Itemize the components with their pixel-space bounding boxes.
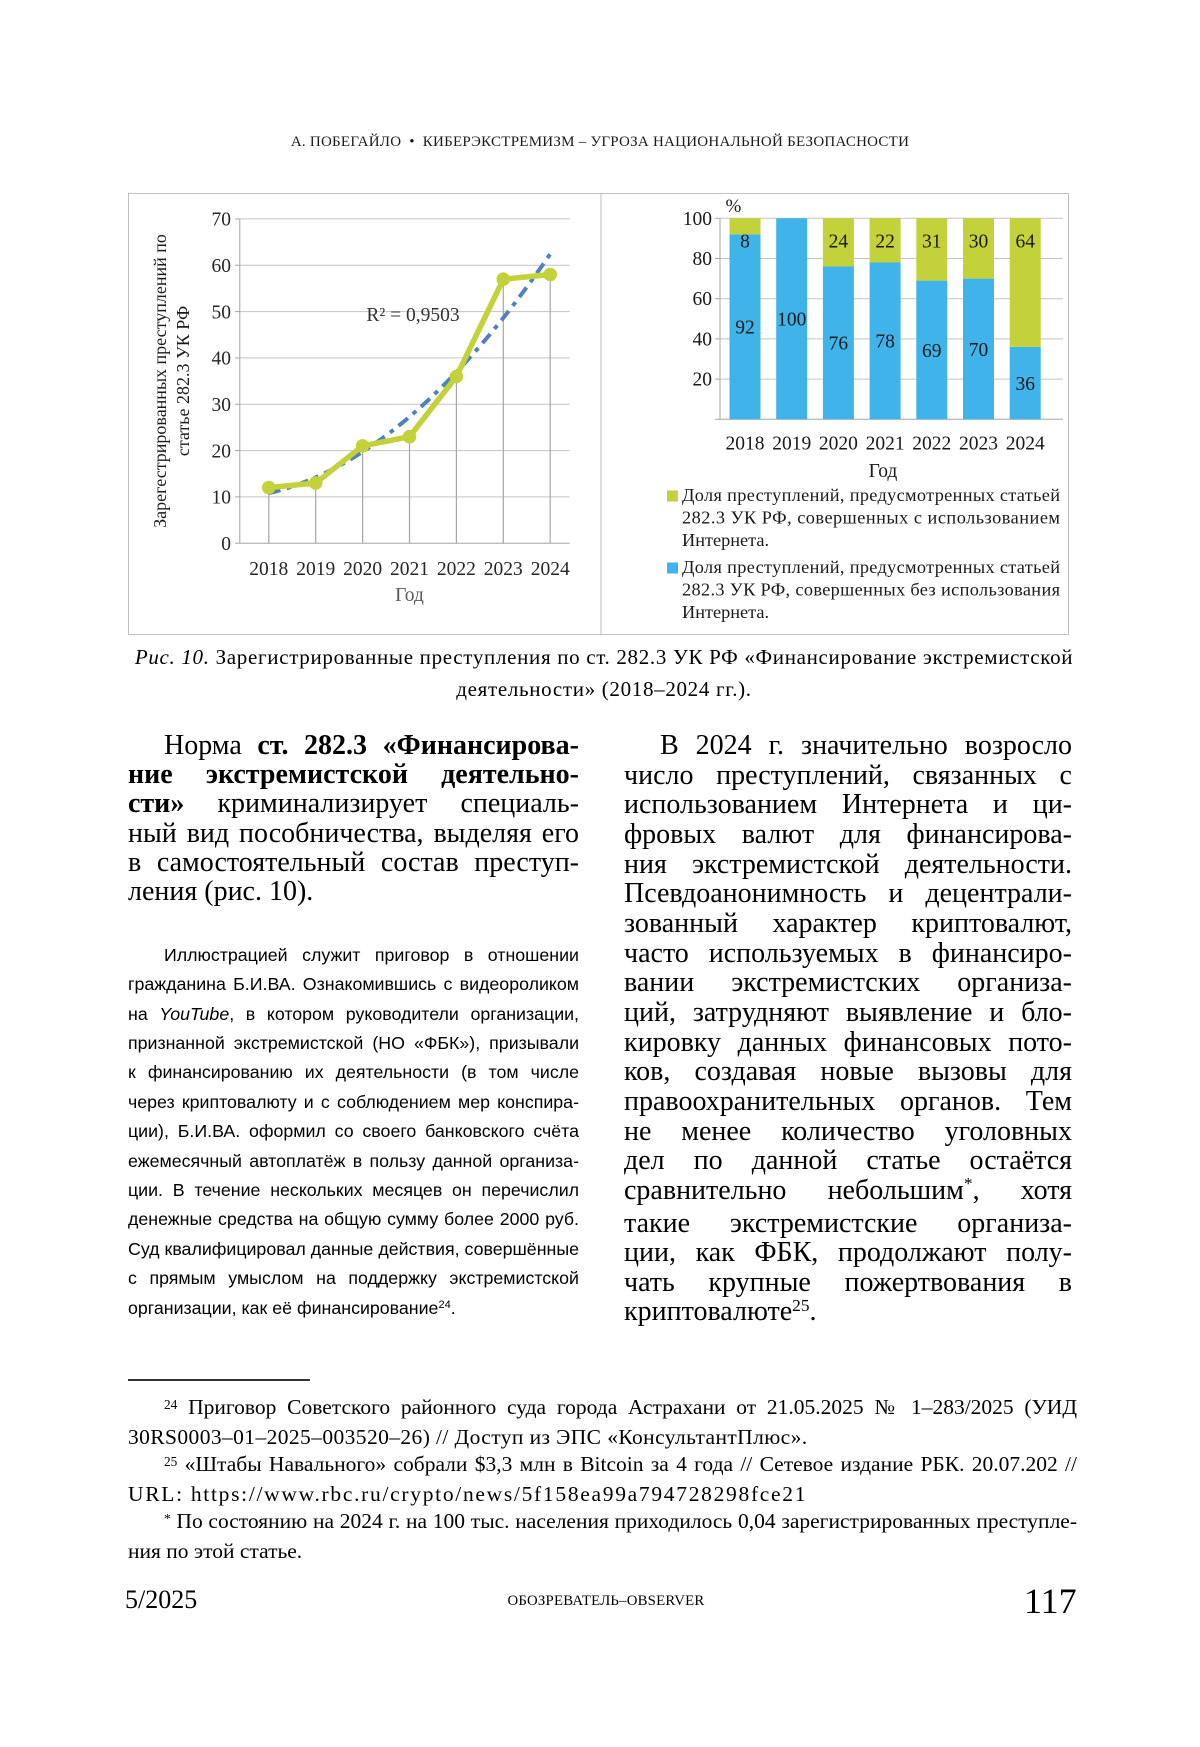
svg-text:30: 30 xyxy=(969,232,989,253)
svg-text:70: 70 xyxy=(212,210,232,231)
svg-text:2024: 2024 xyxy=(1006,434,1045,455)
svg-text:2023: 2023 xyxy=(484,559,523,580)
svg-text:2022: 2022 xyxy=(912,434,951,455)
svg-text:78: 78 xyxy=(875,332,895,353)
svg-text:Год: Год xyxy=(395,585,424,606)
svg-text:64: 64 xyxy=(1015,232,1035,253)
svg-text:10: 10 xyxy=(212,488,232,509)
svg-text:2018: 2018 xyxy=(249,559,288,580)
svg-text:30: 30 xyxy=(212,395,232,416)
svg-text:24: 24 xyxy=(829,232,849,253)
svg-text:76: 76 xyxy=(829,334,849,355)
svg-text:8: 8 xyxy=(740,232,750,253)
svg-text:92: 92 xyxy=(735,318,755,339)
svg-text:2019: 2019 xyxy=(772,434,811,455)
svg-text:0: 0 xyxy=(221,534,231,555)
svg-text:80: 80 xyxy=(693,249,713,270)
svg-text:2021: 2021 xyxy=(390,559,429,580)
svg-text:2020: 2020 xyxy=(819,434,858,455)
svg-text:60: 60 xyxy=(693,289,713,310)
svg-text:100: 100 xyxy=(777,310,806,331)
svg-text:40: 40 xyxy=(693,329,713,350)
svg-text:100: 100 xyxy=(683,209,712,230)
svg-text:R² = 0,9503: R² = 0,9503 xyxy=(366,305,459,326)
svg-text:22: 22 xyxy=(875,232,895,253)
svg-text:Доля преступлений, предусмотре: Доля преступлений, предусмотренных стать… xyxy=(682,485,1060,505)
svg-text:31: 31 xyxy=(922,232,942,253)
svg-text:20: 20 xyxy=(693,370,713,391)
svg-text:Интернета.: Интернета. xyxy=(682,530,769,550)
svg-text:2023: 2023 xyxy=(959,434,998,455)
svg-text:2019: 2019 xyxy=(296,559,335,580)
svg-text:70: 70 xyxy=(969,340,989,361)
svg-text:282.3 УК РФ, совершенных без и: 282.3 УК РФ, совершенных без использован… xyxy=(682,580,1061,600)
svg-text:282.3 УК РФ, совершенных с исп: 282.3 УК РФ, совершенных с использование… xyxy=(682,508,1060,528)
svg-text:2021: 2021 xyxy=(866,434,905,455)
svg-text:20: 20 xyxy=(212,441,232,462)
svg-text:2022: 2022 xyxy=(437,559,476,580)
svg-text:Доля преступлений, предусмотре: Доля преступлений, предусмотренных стать… xyxy=(682,557,1060,577)
svg-text:36: 36 xyxy=(1015,374,1035,395)
svg-text:2018: 2018 xyxy=(726,434,765,455)
svg-text:69: 69 xyxy=(922,341,942,362)
svg-text:40: 40 xyxy=(212,349,232,370)
svg-text:2020: 2020 xyxy=(343,559,382,580)
svg-text:Год: Год xyxy=(869,461,898,482)
svg-text:50: 50 xyxy=(212,302,232,323)
svg-text:Зарегестрированных преступлени: Зарегестрированных преступлений по xyxy=(150,234,170,528)
svg-text:2024: 2024 xyxy=(531,559,570,580)
svg-text:60: 60 xyxy=(212,256,232,277)
svg-text:%: % xyxy=(726,196,742,217)
svg-text:Интернета.: Интернета. xyxy=(682,602,769,622)
svg-text:статье 282.3 УК РФ: статье 282.3 УК РФ xyxy=(173,306,193,456)
